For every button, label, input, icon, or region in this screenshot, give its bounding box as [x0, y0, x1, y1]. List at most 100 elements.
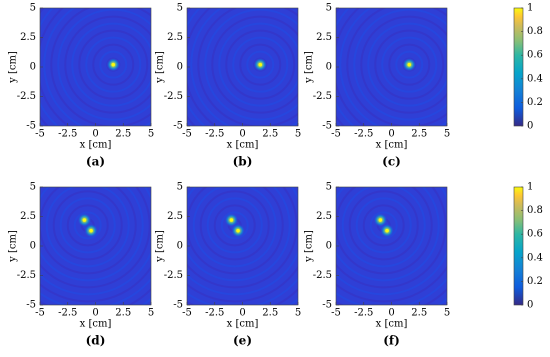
panel-label: (b)	[233, 155, 253, 169]
y-tick-label: -5	[173, 121, 183, 132]
y-tick-label: 0	[326, 241, 332, 252]
x-tick-label: -2.5	[354, 129, 373, 140]
peak	[89, 228, 93, 233]
ring	[204, 8, 298, 121]
ring	[192, 187, 277, 268]
x-tick-label: -5	[182, 129, 192, 140]
x-tick-label: -2.5	[205, 308, 224, 319]
ring	[336, 187, 433, 275]
ring	[43, 8, 151, 126]
x-tick-label: 0	[92, 308, 98, 319]
ring	[40, 187, 151, 289]
ring	[369, 211, 398, 240]
y-tick-label: -5	[173, 300, 183, 311]
y-tick-label: -2.5	[164, 91, 183, 102]
y-tick-label: -5	[26, 300, 36, 311]
plot-area	[336, 8, 447, 126]
y-tick-label: 2.5	[316, 211, 332, 222]
y-axis-label: y [cm]	[8, 230, 19, 263]
ring	[353, 8, 447, 121]
y-tick-label: 0	[177, 241, 183, 252]
ring	[50, 8, 151, 126]
ring	[187, 265, 298, 303]
y-tick-label: -5	[26, 121, 36, 132]
colorbar-tick-label: 0.6	[527, 50, 543, 61]
ring	[187, 187, 298, 296]
y-tick-label: 5	[326, 182, 332, 193]
x-tick-label: 5	[295, 129, 301, 140]
y-tick-label: -5	[322, 300, 332, 311]
ring	[348, 190, 419, 261]
ring	[374, 29, 445, 100]
x-tick-label: -2.5	[354, 308, 373, 319]
y-axis-label: y [cm]	[304, 230, 315, 263]
colorbar-tick-label: 0.8	[527, 26, 543, 37]
ring	[99, 50, 128, 79]
x-tick-label: -5	[331, 129, 341, 140]
x-tick-label: 5	[148, 308, 154, 319]
y-axis-label: y [cm]	[155, 230, 166, 263]
ring	[187, 187, 298, 289]
ring	[341, 187, 426, 268]
colorbar-tick-label: 1	[527, 3, 533, 14]
x-axis-label: x [cm]	[80, 140, 112, 151]
peak	[236, 228, 240, 233]
y-tick-label: 2.5	[167, 211, 183, 222]
ring	[395, 50, 424, 79]
ring	[45, 187, 130, 268]
peak	[385, 228, 389, 233]
ring	[40, 265, 151, 303]
ring	[367, 22, 447, 107]
ring	[57, 8, 151, 121]
ring	[336, 187, 440, 282]
y-tick-label: -2.5	[17, 91, 36, 102]
x-tick-label: -5	[35, 129, 45, 140]
ring	[59, 197, 116, 254]
x-tick-label: -2.5	[58, 129, 77, 140]
plot-area	[336, 187, 447, 305]
x-tick-label: 5	[444, 308, 450, 319]
x-tick-label: 5	[295, 308, 301, 319]
plot-area	[187, 8, 298, 126]
ring	[355, 197, 412, 254]
y-axis-label: y [cm]	[8, 51, 19, 84]
colorbar-tick-label: 0.4	[527, 73, 543, 84]
colorbar-tick-label: 0.2	[527, 276, 543, 287]
ring	[190, 8, 298, 126]
ring	[388, 43, 431, 86]
x-tick-label: -5	[35, 308, 45, 319]
ring	[220, 211, 249, 240]
ring	[40, 187, 151, 296]
y-tick-label: 2.5	[316, 32, 332, 43]
ring	[197, 8, 298, 126]
x-tick-label: 0	[92, 129, 98, 140]
colorbar-tick-label: 0.2	[527, 97, 543, 108]
y-tick-label: 0	[30, 62, 36, 73]
y-tick-label: -5	[322, 121, 332, 132]
y-tick-label: 5	[30, 182, 36, 193]
x-tick-label: 2.5	[262, 308, 278, 319]
y-tick-label: 2.5	[167, 32, 183, 43]
y-tick-label: -2.5	[313, 270, 332, 281]
colorbar	[513, 7, 524, 127]
ring	[73, 211, 102, 240]
plot-area	[187, 187, 298, 305]
y-tick-label: 5	[177, 3, 183, 14]
colorbar-tick-label: 1	[527, 182, 533, 193]
x-axis-label: x [cm]	[227, 140, 259, 151]
colorbar-tick-label: 0	[527, 121, 533, 132]
ring	[85, 36, 142, 93]
ring	[339, 8, 447, 126]
y-tick-label: 5	[326, 3, 332, 14]
plot-area	[40, 8, 151, 126]
ring	[336, 187, 447, 296]
y-tick-label: 5	[30, 3, 36, 14]
x-tick-label: 2.5	[115, 129, 131, 140]
panel-label: (c)	[382, 155, 401, 169]
ring	[346, 8, 447, 126]
ring	[187, 187, 284, 275]
panel-label: (f)	[383, 334, 400, 348]
colorbar	[513, 186, 524, 306]
y-tick-label: -2.5	[164, 270, 183, 281]
